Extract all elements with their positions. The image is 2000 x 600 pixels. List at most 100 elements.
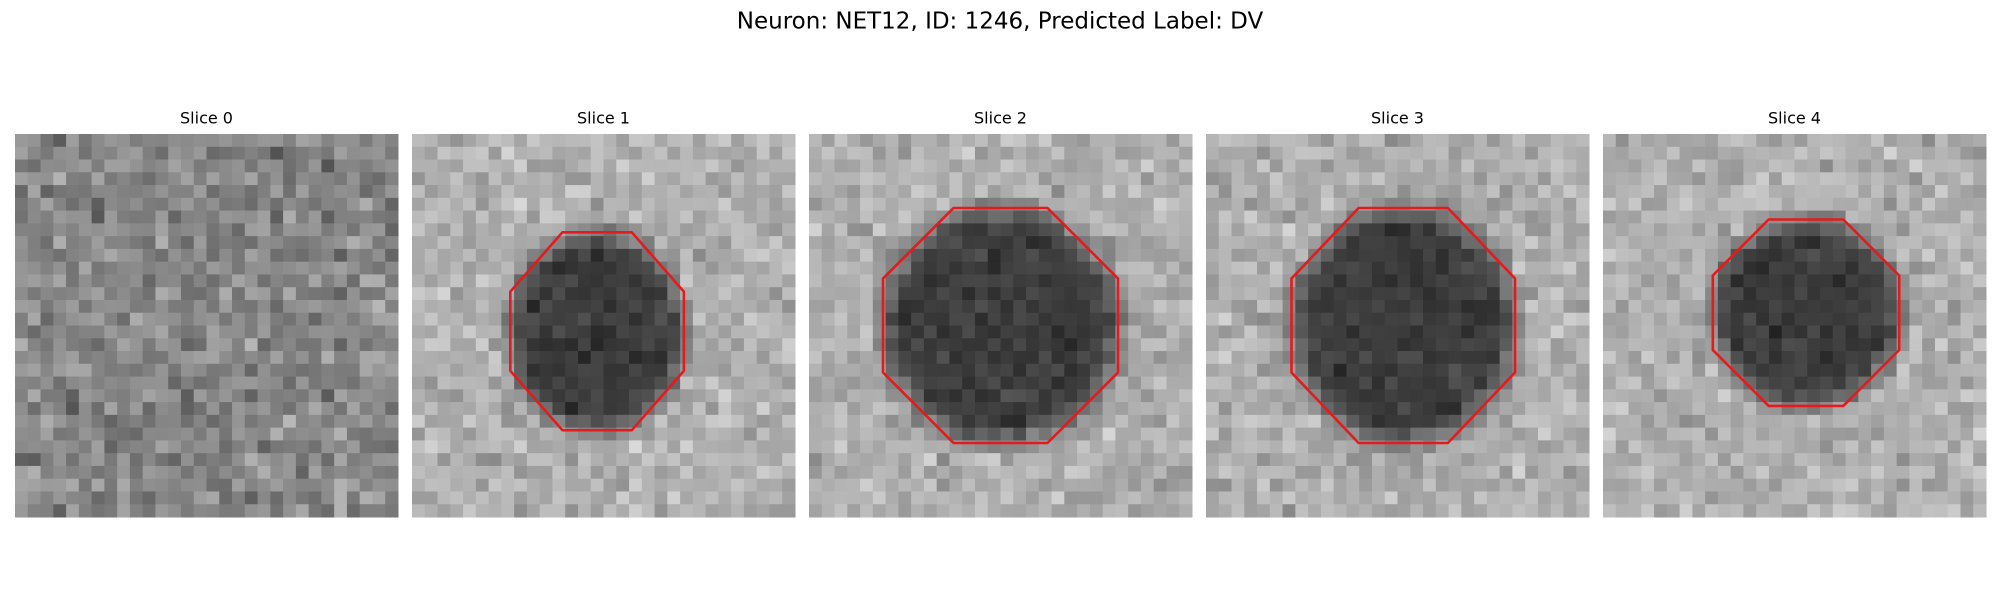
pixel: [488, 299, 502, 314]
pixel: [552, 261, 566, 275]
pixel: [629, 453, 643, 467]
pixel: [1820, 312, 1834, 326]
pixel: [1308, 312, 1322, 326]
pixel: [104, 248, 118, 263]
pixel: [1102, 312, 1116, 326]
pixel: [1474, 478, 1488, 492]
pixel: [1973, 478, 1987, 492]
pixel: [385, 185, 399, 199]
pixel: [1320, 312, 1335, 326]
pixel: [1499, 210, 1513, 224]
pixel: [603, 274, 617, 288]
pixel: [1051, 414, 1065, 429]
pixel: [962, 185, 976, 199]
pixel: [949, 172, 963, 186]
pixel: [1717, 427, 1732, 441]
pixel: [1231, 197, 1245, 212]
pixel: [885, 402, 899, 416]
pixel: [552, 248, 566, 263]
pixel: [1947, 146, 1961, 161]
pixel: [91, 134, 105, 148]
pixel: [1743, 440, 1757, 454]
pixel: [1922, 351, 1936, 365]
pixel: [244, 248, 259, 263]
pixel: [91, 197, 105, 212]
pixel: [1743, 363, 1757, 378]
pixel: [1563, 134, 1577, 148]
pixel: [872, 440, 887, 454]
pixel: [1013, 236, 1027, 250]
pixel: [936, 465, 950, 480]
pixel: [1295, 338, 1309, 352]
pixel: [168, 402, 182, 416]
pixel: [1563, 504, 1577, 518]
pixel: [1026, 172, 1040, 186]
pixel: [680, 414, 694, 429]
pixel: [463, 465, 477, 480]
pixel: [1499, 287, 1513, 301]
pixel: [1089, 197, 1104, 212]
pixel: [1717, 465, 1732, 480]
pixel: [1603, 312, 1617, 326]
pixel: [1166, 261, 1180, 275]
pixel: [1282, 414, 1296, 429]
pixel: [1089, 185, 1104, 199]
pixel: [1064, 440, 1078, 454]
pixel: [539, 172, 553, 186]
pixel: [885, 185, 899, 199]
pixel: [756, 299, 770, 314]
pixel: [193, 363, 207, 378]
pixel: [53, 325, 67, 339]
pixel: [1563, 223, 1577, 237]
pixel: [667, 440, 681, 454]
pixel: [1666, 338, 1681, 352]
pixel: [270, 465, 284, 480]
pixel: [1218, 210, 1233, 224]
pixel: [346, 159, 361, 173]
pixel: [834, 274, 848, 288]
pixel: [885, 465, 899, 480]
pixel: [923, 465, 938, 480]
pixel: [667, 453, 681, 467]
pixel: [987, 261, 1001, 275]
pixel: [270, 504, 284, 518]
pixel: [1820, 465, 1834, 480]
pixel: [40, 236, 54, 250]
pixel: [1269, 172, 1284, 186]
pixel: [1206, 312, 1220, 326]
pixel: [616, 197, 630, 212]
pixel: [654, 236, 668, 250]
pixel: [769, 312, 783, 326]
pixel: [821, 491, 836, 505]
pixel: [731, 210, 745, 224]
pixel: [53, 465, 67, 480]
pixel: [1474, 134, 1488, 148]
pixel: [1756, 299, 1770, 314]
pixel: [321, 440, 335, 454]
pixel: [53, 287, 67, 301]
pixel: [1794, 363, 1808, 378]
pixel: [616, 376, 630, 390]
pixel: [629, 312, 643, 326]
pixel: [718, 440, 732, 454]
pixel: [847, 210, 861, 224]
pixel: [1909, 299, 1923, 314]
pixel: [1717, 338, 1732, 352]
pixel: [1051, 427, 1065, 441]
pixel: [1384, 159, 1398, 173]
pixel: [552, 504, 566, 518]
pixel: [155, 134, 169, 148]
pixel: [1871, 261, 1885, 275]
pixel: [1179, 287, 1193, 301]
pixel: [1603, 223, 1617, 237]
pixel: [1896, 134, 1910, 148]
pixel: [1934, 453, 1949, 467]
pixel: [1269, 440, 1284, 454]
pixel: [257, 248, 271, 263]
pixel: [769, 236, 783, 250]
pixel: [155, 236, 169, 250]
pixel: [1244, 210, 1258, 224]
pixel: [129, 210, 144, 224]
pixel: [641, 478, 656, 492]
pixel: [565, 236, 579, 250]
